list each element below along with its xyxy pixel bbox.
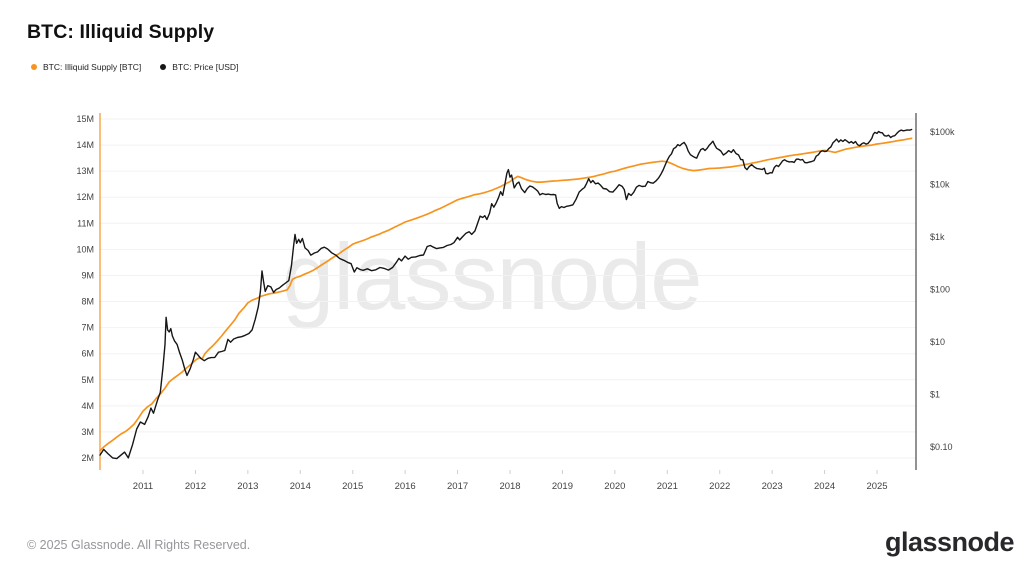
legend-label-illiquid-supply: BTC: Illiquid Supply [BTC] (43, 62, 142, 72)
legend-dot-black-icon (160, 64, 167, 70)
svg-text:2019: 2019 (552, 481, 573, 492)
page-title: BTC: Illiquid Supply (27, 21, 215, 43)
svg-text:2025: 2025 (866, 481, 887, 492)
svg-text:12M: 12M (76, 192, 94, 202)
chart-legend: BTC: Illiquid Supply [BTC] BTC: Price [U… (31, 62, 238, 72)
svg-text:$100k: $100k (930, 127, 955, 137)
glassnode-logo: glassnode (884, 527, 1015, 557)
svg-text:2015: 2015 (342, 481, 363, 492)
legend-item-price[interactable]: BTC: Price [USD] (160, 62, 238, 72)
svg-text:7M: 7M (81, 323, 94, 333)
svg-text:2021: 2021 (657, 481, 678, 492)
svg-text:$100: $100 (930, 285, 950, 295)
svg-text:9M: 9M (81, 270, 94, 280)
svg-text:$10: $10 (930, 337, 945, 347)
svg-text:6M: 6M (81, 349, 94, 359)
svg-text:15M: 15M (76, 114, 94, 124)
svg-text:$10k: $10k (930, 180, 950, 190)
svg-text:2M: 2M (81, 453, 94, 463)
svg-text:2022: 2022 (709, 481, 730, 492)
svg-text:2016: 2016 (395, 481, 416, 492)
svg-text:2013: 2013 (237, 481, 258, 492)
svg-text:2024: 2024 (814, 481, 835, 492)
svg-text:14M: 14M (76, 140, 94, 150)
glassnode-watermark: glassnode (282, 224, 703, 329)
svg-text:13M: 13M (76, 166, 94, 176)
svg-text:$1: $1 (930, 390, 940, 400)
svg-text:2020: 2020 (604, 481, 625, 492)
legend-dot-orange-icon (31, 64, 37, 70)
svg-text:5M: 5M (81, 375, 94, 385)
legend-label-price: BTC: Price [USD] (172, 62, 239, 72)
svg-text:2018: 2018 (499, 481, 520, 492)
svg-text:2014: 2014 (290, 481, 311, 492)
svg-text:2017: 2017 (447, 481, 468, 492)
svg-text:2023: 2023 (762, 481, 783, 492)
svg-text:2011: 2011 (133, 481, 153, 492)
svg-text:2012: 2012 (185, 481, 206, 492)
svg-text:3M: 3M (81, 427, 94, 437)
copyright-text: © 2025 Glassnode. All Rights Reserved. (27, 538, 251, 552)
svg-text:8M: 8M (81, 297, 94, 307)
svg-text:$1k: $1k (930, 232, 945, 242)
svg-text:$0.10: $0.10 (930, 442, 953, 452)
legend-item-illiquid-supply[interactable]: BTC: Illiquid Supply [BTC] (31, 62, 141, 72)
svg-text:11M: 11M (77, 218, 94, 228)
svg-text:10M: 10M (76, 244, 94, 254)
svg-text:4M: 4M (81, 401, 94, 411)
